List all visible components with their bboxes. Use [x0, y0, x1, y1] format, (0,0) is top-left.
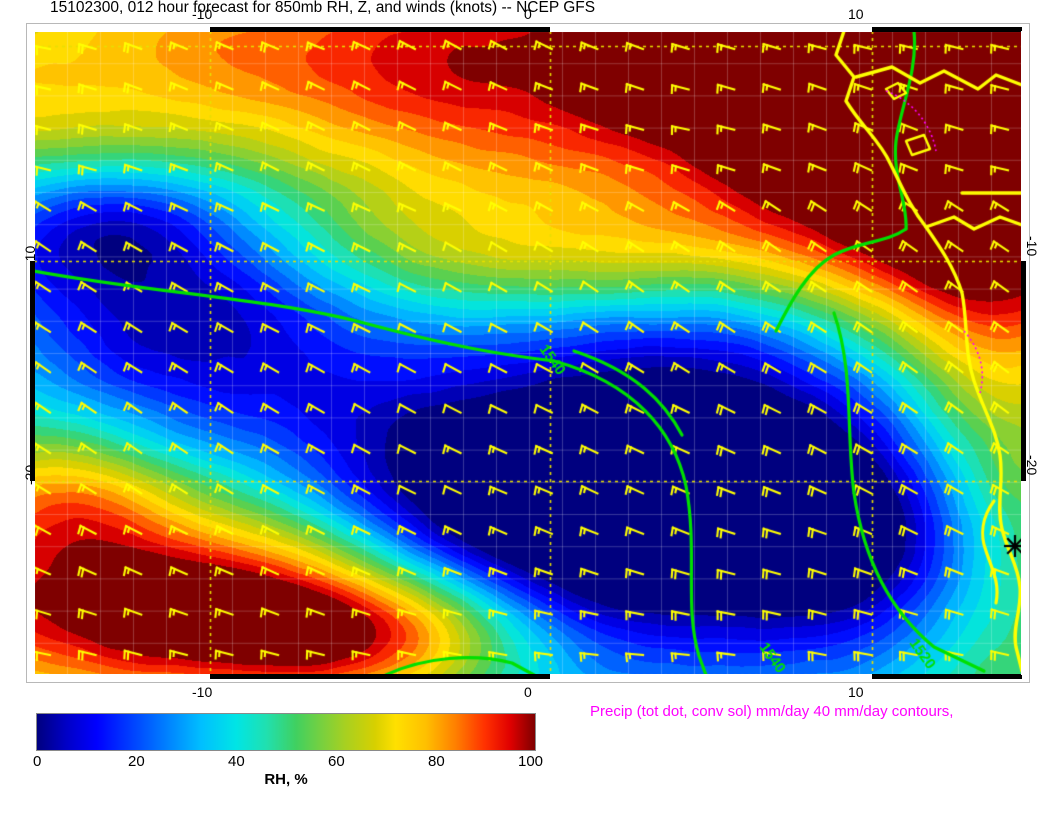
y-tick-left-0: -10: [22, 245, 38, 266]
colorbar-gradient: [36, 713, 536, 751]
x-tick-top-0: -10: [192, 6, 213, 22]
axis-bar-left-1: [30, 31, 35, 261]
x-tick-top-1: 0: [524, 6, 532, 22]
axis-bar-right-3: [1021, 481, 1026, 675]
map-canvas: [34, 31, 1022, 675]
axis-bar-bottom-2: [210, 674, 550, 679]
colorbar: 0 20 40 60 80 100 RH, %: [33, 713, 543, 788]
colorbar-title: RH, %: [264, 771, 308, 788]
x-tick-bottom-2: 10: [848, 684, 864, 700]
colorbar-tick-5: 100: [518, 753, 544, 770]
colorbar-tick-4: 80: [428, 753, 445, 770]
axis-bar-top-1: [34, 27, 210, 32]
precip-caption: Precip (tot dot, conv sol) mm/day 40 mm/…: [590, 703, 954, 720]
x-tick-bottom-1: 0: [524, 684, 532, 700]
axis-bar-bottom-3: [550, 674, 872, 679]
colorbar-tick-0: 0: [33, 753, 42, 770]
x-tick-top-2: 10: [848, 6, 864, 22]
axis-bar-top-3: [550, 27, 872, 32]
axis-bar-top-2: [210, 27, 550, 32]
y-tick-right-0: -10: [1024, 236, 1040, 257]
x-tick-bottom-0: -10: [192, 684, 213, 700]
y-tick-left-1: -20: [22, 464, 38, 485]
axis-bar-bottom-1: [34, 674, 210, 679]
axis-bar-left-2: [30, 261, 35, 481]
page-title: 15102300, 012 hour forecast for 850mb RH…: [50, 0, 596, 16]
map-plot: [34, 31, 1022, 675]
axis-bar-left-3: [30, 481, 35, 675]
axis-bar-right-1: [1021, 31, 1026, 261]
axis-bar-bottom-4: [872, 674, 1022, 679]
colorbar-tick-3: 60: [328, 753, 345, 770]
y-tick-right-1: -20: [1024, 455, 1040, 476]
axis-bar-top-4: [872, 27, 1022, 32]
colorbar-tick-2: 40: [228, 753, 245, 770]
plot-area: [26, 23, 1030, 683]
axis-bar-right-2: [1021, 261, 1026, 481]
colorbar-tick-1: 20: [128, 753, 145, 770]
